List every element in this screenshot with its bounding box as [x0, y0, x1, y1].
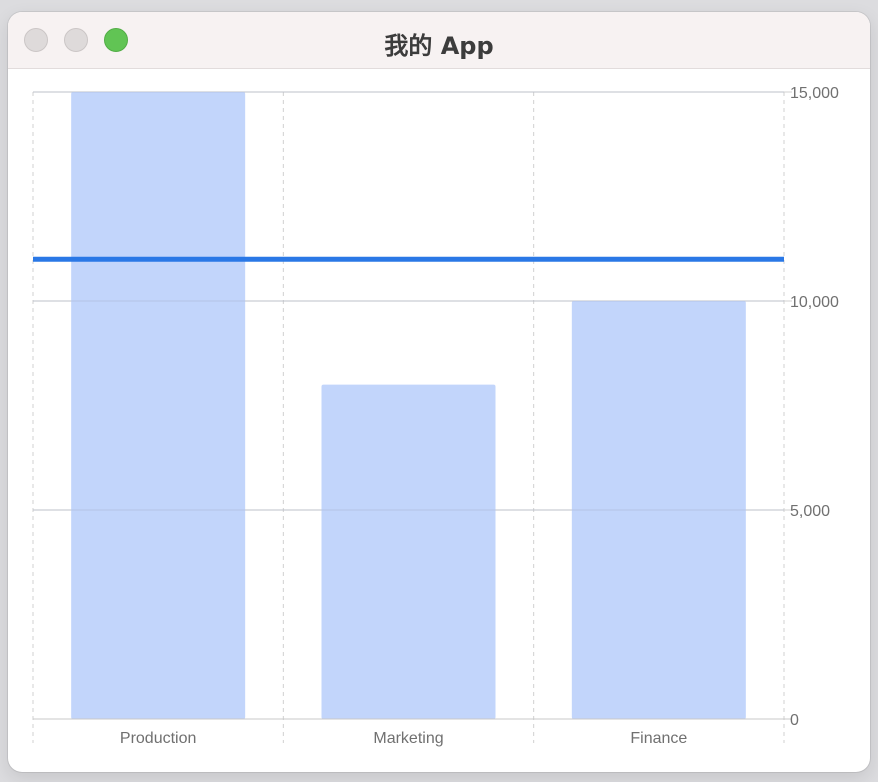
y-tick-label: 5,000 — [790, 503, 830, 520]
title-bar: 我的 App — [8, 12, 870, 69]
x-tick-label: Production — [120, 730, 197, 747]
x-tick-label: Marketing — [373, 730, 443, 747]
y-tick-label: 10,000 — [790, 294, 839, 311]
bar-marketing — [321, 384, 496, 719]
bar-finance — [571, 301, 746, 719]
close-window-button[interactable] — [24, 28, 48, 52]
zoom-window-button[interactable] — [104, 28, 128, 52]
x-tick-label: Finance — [630, 730, 687, 747]
window-title: 我的 App — [384, 32, 494, 60]
bar-production — [71, 92, 246, 719]
y-tick-label: 15,000 — [790, 85, 839, 102]
minimize-window-button[interactable] — [64, 28, 88, 52]
y-tick-label: 0 — [790, 712, 799, 729]
